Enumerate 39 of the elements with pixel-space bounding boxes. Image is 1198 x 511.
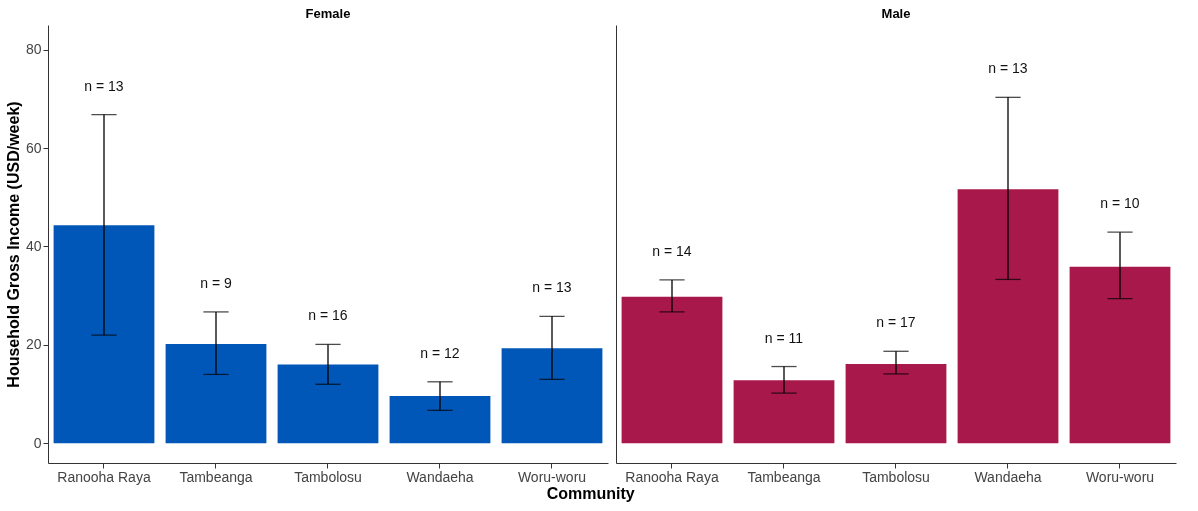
x-tick-label: Ranooha Raya [625, 468, 719, 485]
annotation: n = 13 [988, 60, 1028, 77]
chart-title: Female [305, 6, 351, 21]
x-tick-label: Wandaeha [406, 468, 474, 485]
annotation: n = 10 [1100, 195, 1140, 212]
x-axis-title: Community [546, 485, 635, 502]
x-tick-label: Tambeanga [179, 468, 253, 485]
annotation: n = 16 [308, 307, 348, 324]
annotation: n = 14 [652, 242, 692, 259]
bar [621, 296, 723, 444]
bar [277, 364, 379, 444]
x-tick-label: Tambeanga [747, 468, 821, 485]
y-tick-label: 80 [25, 41, 42, 58]
y-tick-label: 60 [25, 139, 42, 156]
y-tick-label: 40 [25, 237, 42, 254]
x-tick-label: Wandaeha [974, 468, 1042, 485]
x-tick-label: Tambolosu [862, 468, 930, 485]
y-tick-label: 0 [33, 434, 42, 451]
annotation: n = 12 [420, 344, 460, 361]
bar [389, 396, 491, 444]
x-tick-label: Woru-woru [517, 468, 587, 485]
annotation: n = 13 [532, 279, 572, 296]
annotation: n = 11 [764, 329, 804, 346]
bar [1069, 266, 1171, 444]
bar [165, 343, 267, 444]
annotation: n = 9 [200, 274, 232, 291]
chart-title: Male [881, 6, 911, 21]
x-tick-label: Tambolosu [294, 468, 362, 485]
bar [501, 348, 603, 444]
bar [733, 380, 835, 444]
annotation: n = 13 [84, 77, 124, 94]
bar [845, 364, 947, 444]
bar [957, 189, 1059, 444]
bar [53, 225, 155, 444]
y-axis-title: Household Gross Income (USD/week) [4, 101, 22, 388]
x-tick-label: Woru-woru [1085, 468, 1155, 485]
annotation: n = 17 [876, 314, 916, 331]
y-tick-label: 20 [25, 336, 42, 353]
x-tick-label: Ranooha Raya [57, 468, 151, 485]
